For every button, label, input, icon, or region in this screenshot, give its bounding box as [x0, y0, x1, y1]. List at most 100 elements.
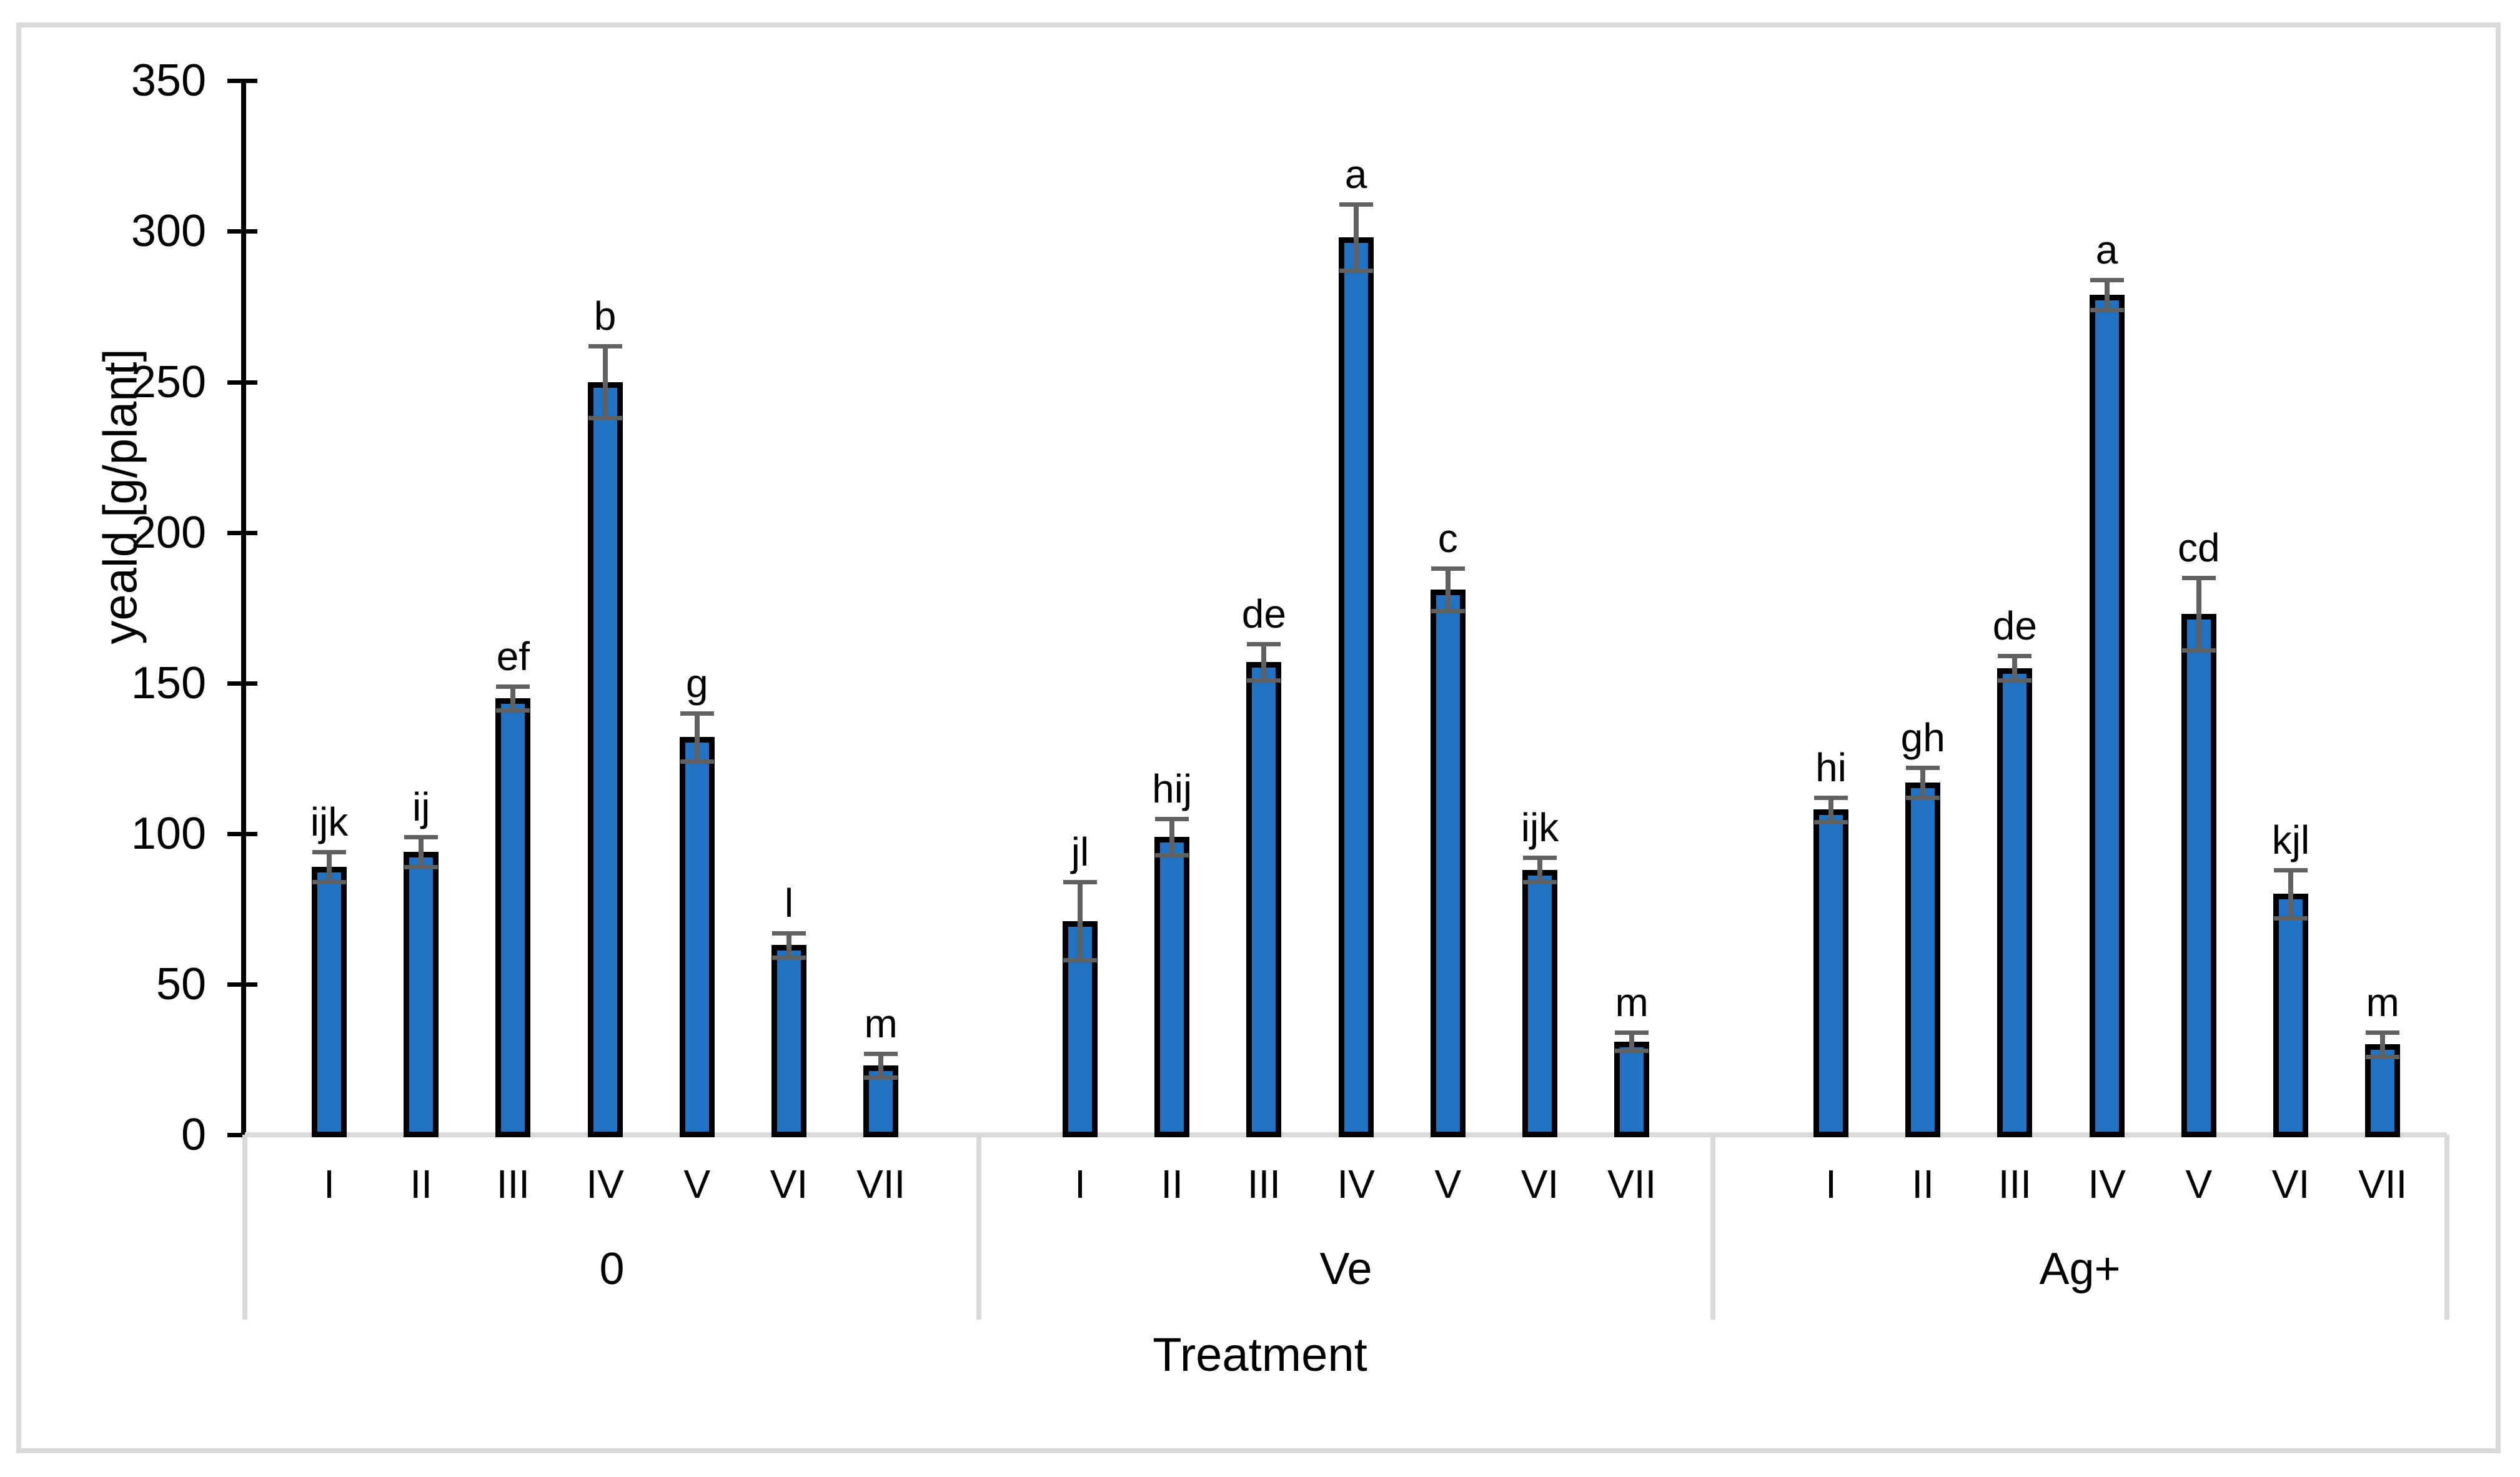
group-label: 0	[599, 1244, 625, 1294]
significance-letter: kjl	[2271, 817, 2310, 862]
bar	[1430, 590, 1466, 1137]
group-separator	[2444, 1135, 2449, 1320]
category-label: II	[410, 1162, 432, 1207]
y-tick-label: 0	[181, 1110, 206, 1160]
error-bar-cap-bottom	[1814, 819, 1848, 824]
error-bar-cap-bottom	[1247, 678, 1281, 683]
significance-letter: de	[1992, 603, 2037, 649]
error-bar-cap-top	[588, 343, 622, 348]
group-label: Ve	[1319, 1244, 1372, 1294]
error-bar-cap-top	[2366, 1030, 2400, 1035]
error-bar-cap-top	[2090, 277, 2124, 282]
significance-letter: m	[1615, 980, 1649, 1025]
category-label: V	[1434, 1162, 1462, 1207]
error-bar-line	[1920, 767, 1926, 798]
error-bar-cap-top	[1431, 566, 1465, 571]
error-bar-cap-bottom	[772, 955, 806, 960]
y-axis-line	[241, 79, 246, 1137]
error-bar-line	[2104, 279, 2110, 310]
significance-letter: hij	[1152, 766, 1193, 811]
y-tick	[227, 380, 257, 385]
error-bar-line	[1828, 797, 1833, 822]
bar	[1614, 1041, 1650, 1137]
bar	[2273, 894, 2308, 1137]
figure-border	[16, 22, 2501, 1453]
error-bar-line	[327, 851, 332, 882]
error-bar-cap-bottom	[1523, 879, 1557, 884]
error-bar-cap-top	[1063, 879, 1097, 884]
error-bar-line	[1353, 204, 1359, 271]
significance-letter: m	[2366, 980, 2399, 1025]
y-tick-label: 250	[131, 357, 206, 407]
error-bar-cap-top	[2274, 867, 2308, 872]
significance-letter: hi	[1815, 744, 1847, 790]
y-tick-label: 300	[131, 206, 206, 257]
bar	[1905, 782, 1941, 1137]
error-bar-cap-top	[1523, 856, 1557, 861]
category-label: III	[1998, 1162, 2032, 1207]
error-bar-cap-bottom	[1155, 852, 1189, 857]
significance-letter: de	[1241, 591, 1286, 636]
error-bar-line	[1078, 881, 1083, 961]
error-bar-line	[2380, 1032, 2386, 1057]
significance-letter: c	[1437, 516, 1458, 561]
error-bar-cap-top	[1615, 1030, 1649, 1035]
bar	[679, 737, 715, 1137]
bar	[1338, 237, 1374, 1137]
category-label: V	[2185, 1162, 2213, 1207]
error-bar-cap-top	[496, 684, 530, 689]
significance-letter: a	[2095, 227, 2118, 272]
category-label: IV	[586, 1162, 624, 1207]
y-tick	[227, 229, 257, 234]
y-tick-label: 200	[131, 507, 206, 558]
error-bar-cap-bottom	[2274, 916, 2308, 921]
error-bar-line	[419, 836, 424, 867]
error-bar-line	[1261, 644, 1267, 680]
category-label: II	[1912, 1162, 1934, 1207]
error-bar-line	[1629, 1032, 1635, 1050]
error-bar-cap-bottom	[496, 708, 530, 713]
error-bar-line	[602, 345, 608, 418]
error-bar-cap-top	[1155, 816, 1189, 821]
error-bar-cap-top	[1998, 654, 2032, 659]
error-bar-cap-top	[312, 849, 346, 854]
significance-letter: gh	[1900, 714, 1945, 760]
error-bar-cap-top	[864, 1051, 898, 1056]
bar	[1813, 809, 1848, 1137]
y-tick	[227, 530, 257, 535]
y-tick-label: 150	[131, 658, 206, 708]
error-bar-cap-bottom	[312, 879, 346, 884]
error-bar-cap-bottom	[864, 1075, 898, 1080]
error-bar-line	[786, 932, 791, 957]
error-bar-cap-top	[772, 931, 806, 936]
category-label: I	[324, 1162, 335, 1207]
significance-letter: a	[1344, 152, 1367, 197]
bar	[1246, 661, 1282, 1137]
y-tick-label: 350	[131, 56, 206, 106]
error-bar-cap-bottom	[404, 864, 439, 869]
group-separator	[1710, 1135, 1715, 1320]
category-label: VII	[1607, 1162, 1657, 1207]
group-separator	[976, 1135, 981, 1320]
bar	[587, 382, 623, 1137]
y-tick	[227, 831, 257, 836]
group-label: Ag+	[2039, 1244, 2121, 1294]
error-bar-cap-top	[1247, 642, 1281, 646]
error-bar-line	[878, 1053, 884, 1078]
category-label: VI	[1520, 1162, 1559, 1207]
category-label: VII	[2358, 1162, 2408, 1207]
category-label: II	[1161, 1162, 1183, 1207]
category-label: VI	[770, 1162, 808, 1207]
error-bar-cap-top	[404, 834, 439, 839]
category-label: I	[1074, 1162, 1086, 1207]
bar	[1522, 869, 1557, 1137]
significance-letter: m	[864, 1000, 898, 1046]
error-bar-cap-bottom	[2181, 648, 2216, 653]
error-bar-line	[2012, 656, 2018, 680]
y-tick	[227, 79, 257, 84]
significance-letter: g	[686, 660, 708, 706]
significance-letter: cd	[2178, 525, 2220, 570]
error-bar-cap-top	[1906, 765, 1940, 770]
error-bar-cap-top	[1814, 795, 1848, 800]
